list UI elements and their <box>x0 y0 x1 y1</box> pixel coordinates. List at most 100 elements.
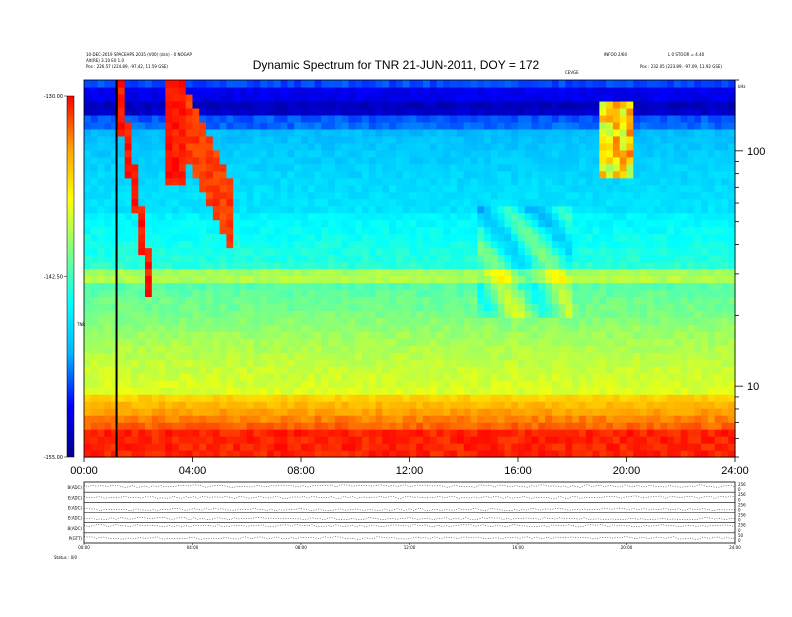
heatmap-cell <box>532 101 539 109</box>
heatmap-cell <box>186 227 193 235</box>
heatmap-cell <box>721 422 728 430</box>
heatmap-cell <box>376 338 383 346</box>
heatmap-cell <box>416 401 423 409</box>
heatmap-cell <box>274 108 281 116</box>
heatmap-cell <box>633 310 640 318</box>
heatmap-cell <box>504 366 511 374</box>
heatmap-cell <box>545 324 552 332</box>
heatmap-cell <box>335 387 342 395</box>
heatmap-cell <box>403 408 410 416</box>
heatmap-cell <box>647 136 654 144</box>
heatmap-cell <box>287 303 294 311</box>
heatmap-cell <box>382 352 389 360</box>
heatmap-cell <box>416 143 423 151</box>
heatmap-cell <box>525 199 532 207</box>
heatmap-cell <box>321 345 328 353</box>
heatmap-cell <box>484 450 491 458</box>
heatmap-cell <box>599 213 606 221</box>
heatmap-cell <box>660 310 667 318</box>
heatmap-cell <box>620 143 627 151</box>
heatmap-cell <box>593 136 600 144</box>
heatmap-cell <box>647 296 654 304</box>
heatmap-cell <box>274 387 281 395</box>
heatmap-cell <box>193 401 200 409</box>
heatmap-cell <box>281 115 288 123</box>
heatmap-cell <box>138 373 145 381</box>
heatmap-cell <box>165 429 172 437</box>
heatmap-cell <box>301 436 308 444</box>
heatmap-cell <box>477 122 484 130</box>
heatmap-cell <box>471 303 478 311</box>
heatmap-cell <box>220 380 227 388</box>
heatmap-cell <box>552 213 559 221</box>
heatmap-cell <box>410 415 417 423</box>
heatmap-cell <box>525 262 532 270</box>
heatmap-cell <box>491 269 498 277</box>
heatmap-cell <box>355 227 362 235</box>
heatmap-cell <box>240 422 247 430</box>
heatmap-cell <box>172 408 179 416</box>
heatmap-cell <box>572 101 579 109</box>
heatmap-cell <box>599 324 606 332</box>
heatmap-cell <box>172 248 179 256</box>
heatmap-cell <box>335 122 342 130</box>
heatmap-cell <box>382 241 389 249</box>
heatmap-cell <box>627 213 634 221</box>
heatmap-cell <box>681 171 688 179</box>
heatmap-cell <box>620 164 627 172</box>
heatmap-cell <box>267 443 274 451</box>
heatmap-cell <box>728 115 735 123</box>
heatmap-cell <box>233 157 240 165</box>
heatmap-cell <box>193 206 200 214</box>
heatmap-cell <box>199 359 206 367</box>
heatmap-cell <box>179 241 186 249</box>
heatmap-cell <box>701 338 708 346</box>
heatmap-cell <box>233 171 240 179</box>
heatmap-cell <box>199 352 206 360</box>
heatmap-cell <box>640 422 647 430</box>
heatmap-cell <box>681 101 688 109</box>
heatmap-cell <box>240 380 247 388</box>
heatmap-cell <box>701 366 708 374</box>
heatmap-cell <box>593 338 600 346</box>
heatmap-cell <box>145 192 152 200</box>
heatmap-cell <box>328 241 335 249</box>
heatmap-cell <box>206 366 213 374</box>
heatmap-cell <box>477 262 484 270</box>
heatmap-cell <box>91 422 98 430</box>
heatmap-cell <box>403 199 410 207</box>
heatmap-cell <box>559 422 566 430</box>
heatmap-cell <box>654 241 661 249</box>
heatmap-cell <box>179 345 186 353</box>
heatmap-cell <box>260 227 267 235</box>
heatmap-cell <box>552 199 559 207</box>
heatmap-cell <box>125 331 132 339</box>
heatmap-cell <box>640 275 647 283</box>
heatmap-cell <box>294 136 301 144</box>
heatmap-cell <box>403 213 410 221</box>
heatmap-cell <box>457 394 464 402</box>
heatmap-cell <box>552 164 559 172</box>
heatmap-cell <box>355 436 362 444</box>
heatmap-cell <box>260 157 267 165</box>
heatmap-cell <box>606 443 613 451</box>
heatmap-cell <box>335 241 342 249</box>
heatmap-cell <box>423 324 430 332</box>
heatmap-cell <box>206 241 213 249</box>
heatmap-cell <box>599 422 606 430</box>
heatmap-cell <box>674 115 681 123</box>
heatmap-cell <box>206 171 213 179</box>
heatmap-cell <box>362 408 369 416</box>
heatmap-cell <box>640 394 647 402</box>
heatmap-cell <box>491 241 498 249</box>
heatmap-cell <box>131 331 138 339</box>
heatmap-cell <box>396 248 403 256</box>
heatmap-cell <box>647 171 654 179</box>
heatmap-cell <box>559 178 566 186</box>
heatmap-cell <box>627 185 634 193</box>
heatmap-cell <box>667 199 674 207</box>
heatmap-cell <box>220 129 227 137</box>
heatmap-cell <box>423 227 430 235</box>
heatmap-cell <box>708 234 715 242</box>
heatmap-cell <box>613 241 620 249</box>
